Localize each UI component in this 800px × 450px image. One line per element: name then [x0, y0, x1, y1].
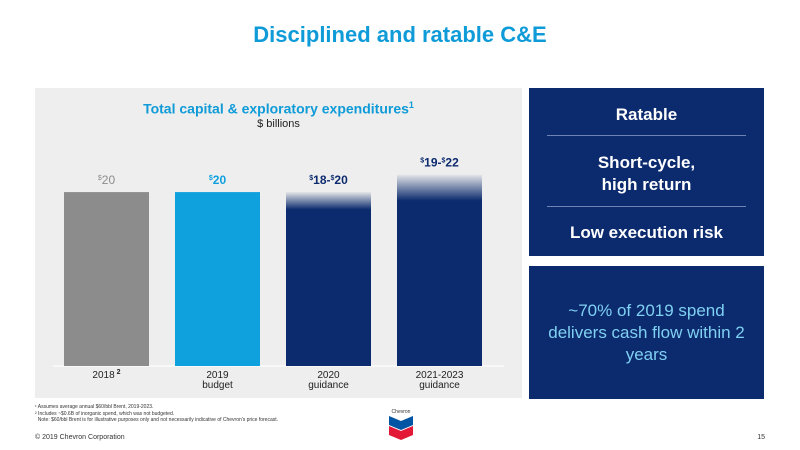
sidebar-item-ratable: Ratable	[615, 105, 678, 124]
category-sublabel: guidance	[419, 380, 460, 391]
chevron-logo-icon: Chevron	[389, 409, 413, 440]
category-label: 2021-2023	[416, 370, 464, 381]
category-label: 2020	[317, 370, 340, 381]
bar	[397, 174, 482, 366]
sidebar-item-low-execution-risk: Low execution risk	[569, 223, 724, 242]
sidebar-benefits-panel: Ratable Short-cycle, high return Low exe…	[529, 88, 764, 256]
callout-text: ~70% of 2019 spend delivers cash flow wi…	[548, 300, 745, 364]
bar	[175, 192, 260, 366]
bar	[64, 192, 149, 366]
sidebar-divider	[547, 206, 746, 207]
bar-value-label: $20	[209, 173, 227, 187]
sidebar-divider	[547, 135, 746, 136]
chart-panel: Total capital & exploratory expenditures…	[35, 88, 522, 398]
sidebar-callout-panel: ~70% of 2019 spend delivers cash flow wi…	[529, 266, 764, 399]
chart-subtitle: $ billions	[257, 118, 300, 130]
page-number: 15	[757, 434, 765, 441]
sidebar-item-short-cycle: Short-cycle, high return	[597, 153, 696, 194]
bar-value-label: $20	[98, 173, 116, 187]
bar-value-label: $18-$20	[309, 173, 348, 187]
category-sublabel: budget	[202, 380, 233, 391]
bar-value-label: $19-$22	[420, 156, 459, 170]
category-sublabel: guidance	[308, 380, 349, 391]
bar	[286, 192, 371, 366]
category-label: 2019	[206, 370, 229, 381]
footnote: ² Includes ~$0.6B of inorganic spend, wh…	[35, 410, 175, 417]
footnotes: ¹ Assumes average annual $60/bbl Brent, …	[35, 404, 278, 424]
logo-text: Chevron	[392, 409, 411, 415]
copyright: © 2019 Chevron Corporation	[35, 434, 125, 441]
slide-title: Disciplined and ratable C&E	[253, 22, 547, 47]
footnote: Note: $60/bbl Brent is for illustrative …	[35, 417, 279, 423]
chart-title-text: Total capital & exploratory expenditures	[143, 100, 409, 117]
footnote: ¹ Assumes average annual $60/bbl Brent, …	[35, 404, 154, 410]
chart-title-superscript: 1	[408, 100, 414, 110]
category-label: 2018 2	[92, 369, 120, 381]
chart-title: Total capital & exploratory expenditures…	[35, 100, 522, 117]
